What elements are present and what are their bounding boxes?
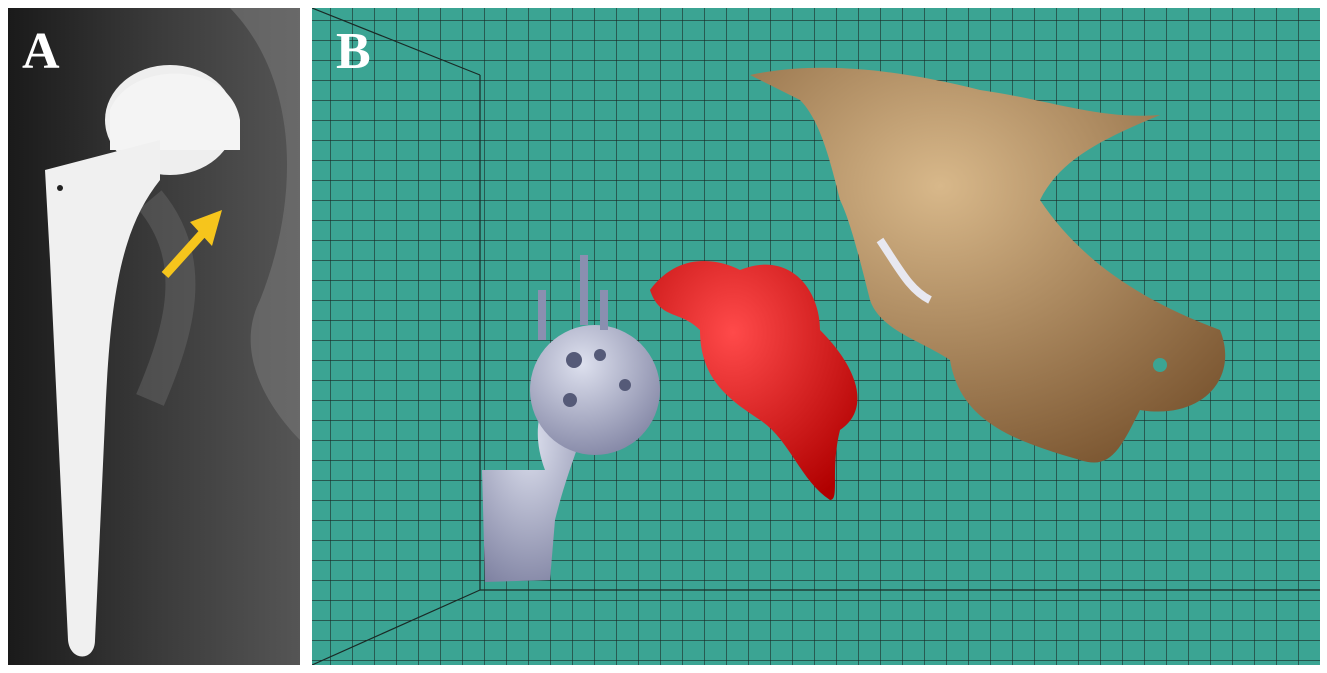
panel-label: A xyxy=(22,23,60,80)
panel-b: B xyxy=(312,8,1320,665)
panel-label: B xyxy=(336,23,371,80)
panel-a: A xyxy=(8,8,300,665)
